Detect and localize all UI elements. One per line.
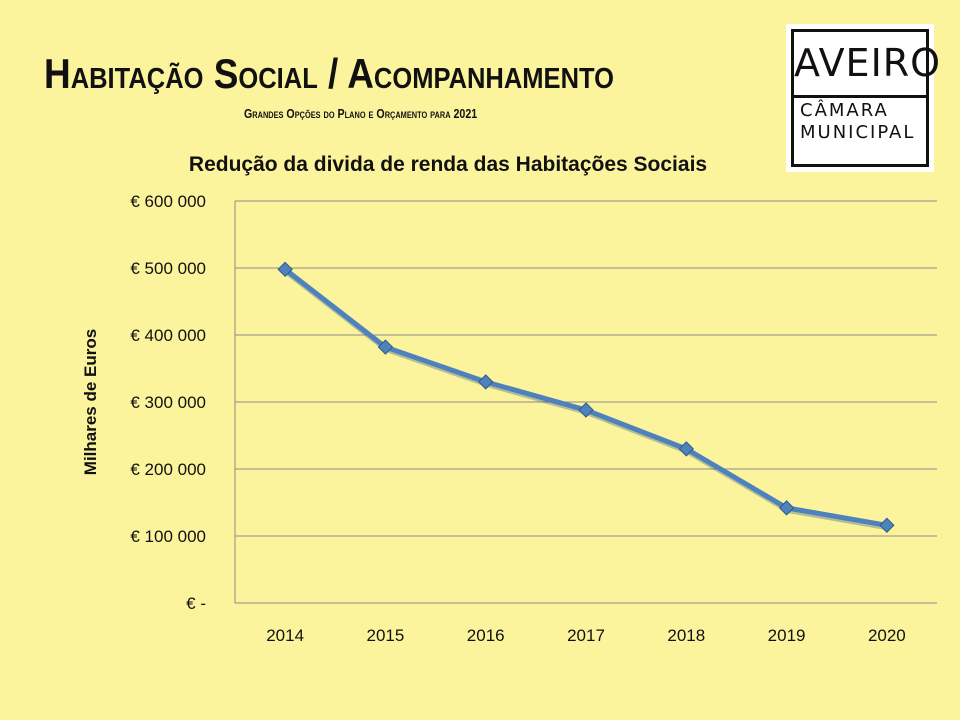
- data-point-marker: [778, 500, 795, 516]
- series-line: [283, 267, 888, 528]
- y-tick-label: € 300 000: [130, 393, 206, 412]
- logo-bottom-line2: MUNICIPAL: [800, 122, 916, 143]
- page-title: Habitação Social / Acompanhamento: [44, 50, 614, 97]
- y-tick-label: € 600 000: [130, 192, 206, 211]
- logo-bottom-line1: CÂMARA: [800, 100, 889, 121]
- x-tick-label: 2018: [667, 626, 705, 645]
- logo-top-text: AVEIRO: [794, 32, 940, 98]
- x-tick-label: 2015: [367, 626, 405, 645]
- y-tick-label: € 500 000: [130, 259, 206, 278]
- x-tick-label: 2014: [266, 626, 304, 645]
- data-point-marker: [277, 261, 293, 278]
- x-tick-label: 2017: [567, 626, 605, 645]
- y-tick-label: € 400 000: [130, 326, 206, 345]
- logo-bottom-text: CÂMARA MUNICIPAL: [794, 100, 926, 144]
- axis-ticks: € - € 100 000 € 200 000 € 300 000 € 400 000 €…: [130, 192, 905, 645]
- series-line-shadow: [284, 268, 889, 531]
- y-tick-label: € -: [186, 594, 206, 613]
- data-point-marker: [678, 441, 694, 457]
- data-point-marker: [879, 517, 895, 533]
- x-tick-label: 2019: [768, 626, 806, 645]
- x-tick-label: 2020: [868, 626, 906, 645]
- x-tick-label: 2016: [467, 626, 505, 645]
- y-tick-label: € 100 000: [130, 527, 206, 546]
- data-point-marker: [377, 339, 394, 355]
- chart-title: Redução da divida de renda das Habitaçõe…: [189, 153, 707, 176]
- y-tick-label: € 200 000: [130, 460, 206, 479]
- data-point-marker: [578, 402, 594, 418]
- data-point-marker: [478, 374, 494, 390]
- y-axis-label: Milhares de Euros: [81, 329, 100, 475]
- aveiro-logo: AVEIRO CÂMARA MUNICIPAL: [786, 24, 940, 172]
- gridlines: [234, 200, 937, 604]
- series: [277, 261, 895, 533]
- page-subtitle: Grandes Opções do Plano e Orçamento para…: [244, 106, 478, 121]
